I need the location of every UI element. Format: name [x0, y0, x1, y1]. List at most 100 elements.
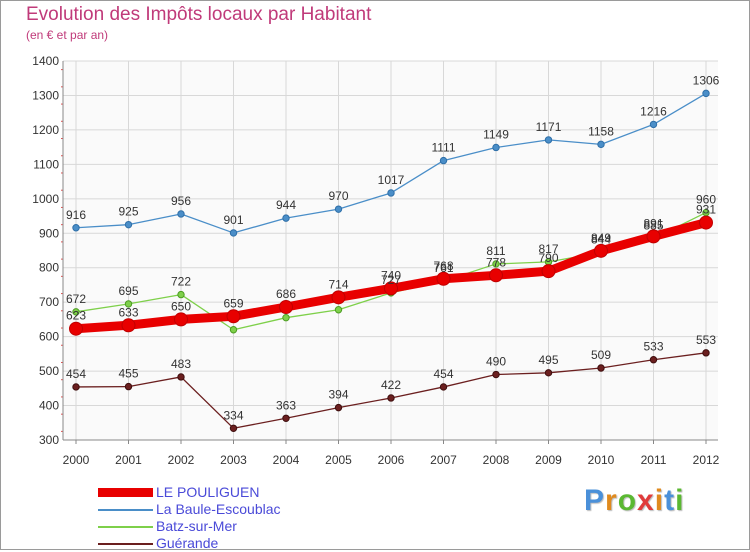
data-label: 454	[66, 367, 86, 381]
x-tick-label: 2002	[168, 453, 195, 467]
data-point	[649, 120, 658, 129]
data-label: 490	[486, 355, 506, 369]
data-label: 925	[118, 205, 138, 219]
data-label: 495	[538, 353, 558, 367]
data-label: 553	[696, 333, 716, 347]
data-label: 363	[276, 398, 296, 412]
x-tick-label: 2003	[220, 453, 247, 467]
data-point	[229, 326, 238, 334]
data-label: 722	[171, 275, 191, 289]
data-point	[124, 220, 133, 229]
x-tick-label: 2000	[63, 453, 90, 467]
data-label: 1216	[640, 104, 667, 118]
data-label: 740	[381, 268, 401, 282]
data-label: 901	[223, 213, 243, 227]
data-point	[702, 89, 710, 98]
y-tick-label: 300	[39, 433, 59, 447]
data-point	[439, 156, 448, 165]
data-point	[229, 229, 238, 237]
data-point	[492, 370, 500, 379]
y-tick-label: 1400	[32, 54, 59, 68]
y-tick-label: 1000	[32, 192, 59, 206]
data-point	[492, 143, 500, 152]
data-label: 944	[276, 198, 296, 212]
y-tick-label: 400	[39, 399, 59, 413]
data-label: 455	[118, 367, 138, 381]
data-label: 931	[696, 203, 716, 217]
data-point	[177, 210, 185, 218]
x-tick-label: 2010	[588, 453, 615, 467]
data-label: 1158	[588, 124, 614, 138]
data-point	[282, 414, 290, 422]
data-label: 483	[171, 357, 191, 371]
logo-letter: r	[605, 484, 618, 517]
logo-letter: P	[584, 484, 606, 517]
data-label: 891	[643, 216, 663, 230]
page-title: Evolution des Impôts locaux par Habitant	[26, 4, 372, 25]
legend-label: Guérande	[156, 535, 219, 551]
x-tick-label: 2007	[430, 453, 457, 467]
data-label: 844	[591, 233, 611, 247]
data-label: 817	[538, 242, 558, 256]
data-point	[72, 308, 80, 316]
data-label: 714	[328, 277, 348, 291]
data-point	[331, 290, 346, 305]
proxiti-logo: Proxiti	[584, 484, 684, 518]
data-point	[124, 382, 133, 391]
data-label: 727	[381, 273, 401, 287]
data-label: 1017	[378, 173, 405, 187]
axes: 300 400 500 600 700 800 900 1000 1100 1200 1300 140…	[32, 54, 719, 467]
data-point	[699, 215, 713, 230]
logo-letter: i	[675, 484, 685, 517]
data-point	[177, 290, 185, 299]
data-point	[436, 271, 451, 286]
series-lines	[69, 89, 713, 432]
data-point	[69, 321, 83, 336]
data-point	[597, 140, 605, 149]
data-point	[594, 243, 608, 258]
data-label: 509	[591, 348, 611, 362]
data-label: 849	[591, 231, 611, 245]
data-label: 960	[696, 193, 716, 207]
legend-swatch	[98, 543, 153, 545]
data-point	[72, 224, 80, 232]
x-tick-label: 2009	[535, 453, 562, 467]
data-point	[124, 300, 133, 308]
y-tick-label: 1300	[32, 88, 59, 102]
legend-swatch	[98, 488, 153, 497]
data-point	[121, 318, 136, 333]
y-tick-label: 700	[39, 295, 59, 309]
y-tick-label: 600	[39, 330, 59, 344]
data-point	[597, 364, 605, 372]
data-point	[439, 383, 448, 391]
data-point	[489, 268, 503, 283]
data-point	[334, 205, 343, 213]
x-tick-label: 2001	[115, 453, 142, 467]
data-label: 650	[171, 299, 191, 313]
logo-letter: t	[664, 484, 676, 517]
data-point	[384, 281, 398, 296]
logo-letter: x	[637, 484, 655, 517]
data-label: 686	[276, 287, 296, 301]
data-point	[174, 312, 188, 327]
data-label: 916	[66, 208, 86, 222]
data-label: 1111	[431, 141, 455, 155]
x-tick-label: 2011	[641, 453, 667, 467]
data-label: 1306	[693, 73, 720, 87]
data-point	[544, 369, 553, 377]
logo-letter: i	[654, 484, 665, 517]
data-point	[177, 373, 185, 381]
data-point	[646, 229, 661, 244]
data-label: 633	[118, 305, 138, 319]
data-label: 672	[66, 292, 86, 306]
data-point	[282, 313, 290, 322]
x-tick-label: 2012	[693, 453, 720, 467]
data-label: 790	[538, 251, 558, 265]
data-label: 1171	[536, 120, 562, 134]
data-label: 334	[223, 408, 243, 422]
data-label: 768	[433, 259, 453, 273]
data-label: 970	[328, 189, 348, 203]
data-point	[544, 136, 553, 144]
